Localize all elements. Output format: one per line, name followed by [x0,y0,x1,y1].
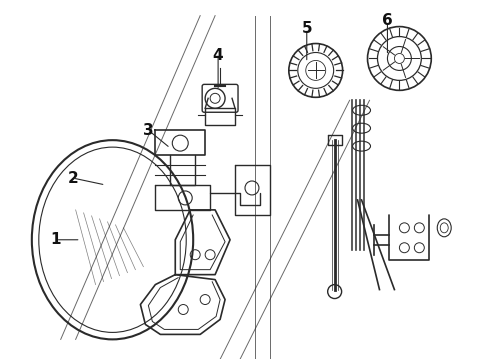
Text: 6: 6 [382,13,393,28]
Text: 5: 5 [301,21,312,36]
Text: 2: 2 [67,171,78,185]
Text: 3: 3 [143,123,154,138]
Text: 4: 4 [213,48,223,63]
Text: 1: 1 [50,232,61,247]
